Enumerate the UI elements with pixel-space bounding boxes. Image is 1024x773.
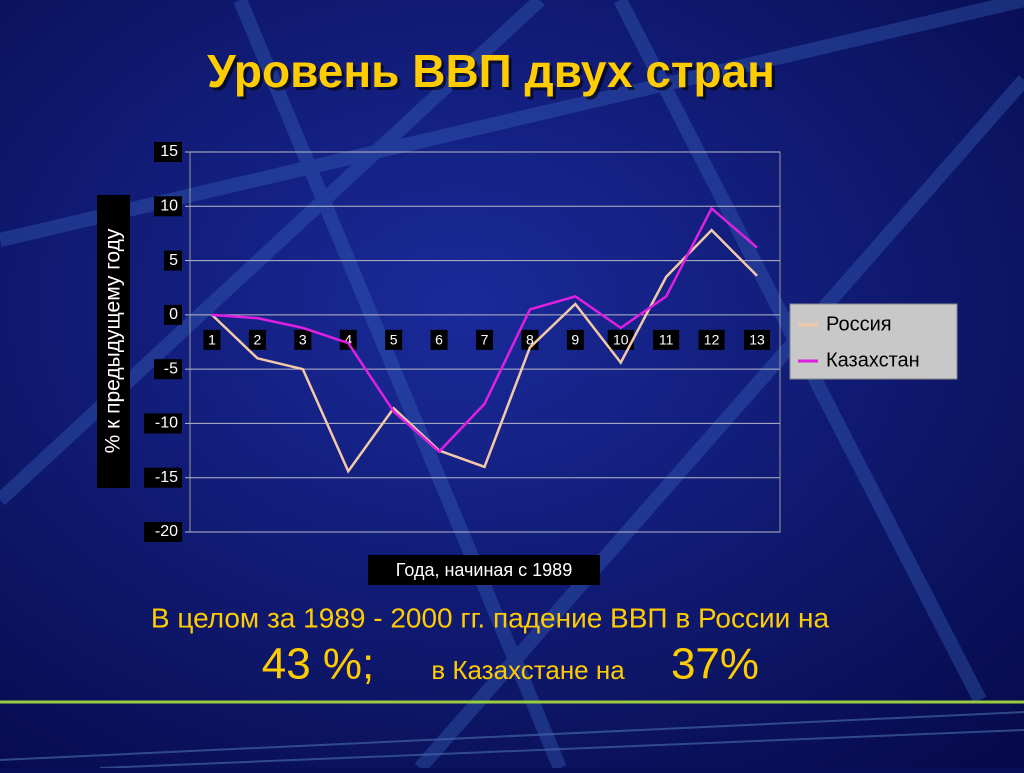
tick-bg [144,522,182,542]
x-tick-label: 4 [344,332,352,348]
tick-bg [294,329,312,350]
y-tick-label: 10 [160,198,178,215]
tick-bg [144,413,182,434]
legend [789,303,958,380]
x-tick-label: 8 [526,332,534,348]
tick-bg [144,467,182,488]
x-tick-label: 10 [613,332,629,348]
y-tick-label: 15 [160,143,178,160]
title: Уровень ВВП двух стран [207,45,775,97]
footer-decor [0,711,1024,769]
title-shadow: Уровень ВВП двух стран [210,48,778,100]
y-label-bg [97,195,130,488]
tick-bg [653,329,680,350]
x-axis-label: Года, начиная с 1989 [396,560,572,580]
tick-bg [248,329,266,350]
tick-bg [385,329,403,350]
legend-label: Казахстан [826,349,920,371]
x-tick-label: 5 [390,332,398,348]
x-tick-label: 2 [254,332,262,348]
x-tick-label: 9 [571,332,579,348]
x-tick-label: 3 [299,332,307,348]
kz-text: в Казахстане на [431,655,625,685]
tick-bg [164,304,182,325]
y-tick-label: -10 [155,415,178,432]
y-axis-label: % к предыдущему году [102,228,125,453]
kz-drop: 37% [671,640,759,689]
x-tick-label: 7 [481,332,489,348]
x-tick-label: 6 [435,332,443,348]
conclusion-text: В целом за 1989 - 2000 гг. падение ВВП в… [151,602,830,633]
x-tick-label: 12 [704,332,720,348]
x-tick-label: 11 [659,332,674,348]
tick-bg [164,250,182,271]
series-line [211,206,758,454]
tick-bg [566,329,584,350]
tick-bg [203,329,221,350]
x-tick-label: 13 [749,332,765,348]
x-label-bg [368,555,600,585]
y-tick-label: -15 [155,469,178,486]
y-tick-label: 0 [169,306,178,323]
legend-label: Россия [826,313,892,335]
tick-bg [476,329,493,350]
tick-bg [154,196,182,217]
tick-bg [430,329,448,350]
tick-bg [744,329,770,350]
tick-bg [698,329,725,350]
y-tick-label: -20 [155,523,178,540]
russia-drop: 43 %; [262,640,375,689]
x-tick-label: 1 [208,332,216,348]
tick-bg [339,329,357,350]
series-line [211,228,758,474]
y-tick-label: 5 [169,252,178,269]
tick-bg [154,142,182,162]
tick-bg [154,359,182,380]
tick-bg [607,329,634,350]
y-tick-label: -5 [164,360,178,377]
